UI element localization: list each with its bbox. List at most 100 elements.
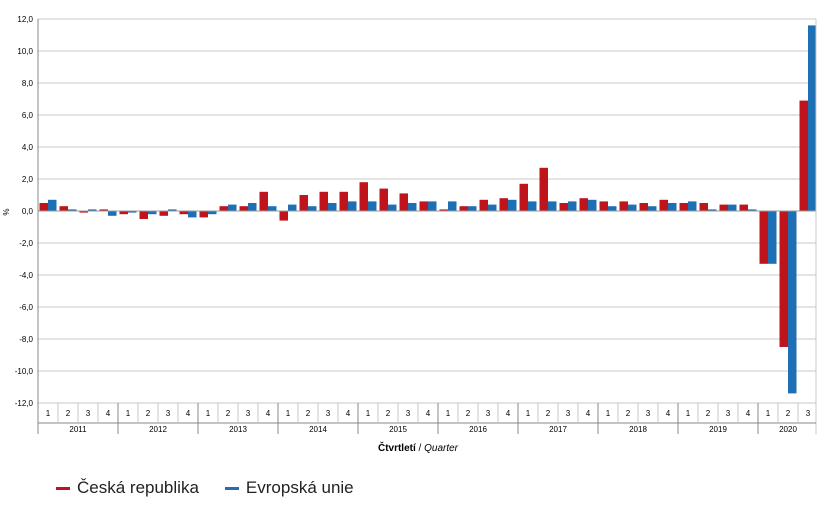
bar-eu — [88, 209, 97, 211]
y-axis-label: % — [2, 208, 11, 215]
y-tick-label: 0,0 — [22, 207, 34, 216]
bar-cz — [579, 198, 588, 211]
bar-eu — [328, 203, 337, 211]
bar-eu — [788, 211, 797, 394]
x-tick-label: 3 — [246, 409, 251, 418]
bar-cz — [679, 203, 688, 211]
bar-eu — [308, 206, 317, 211]
bar-cz — [419, 201, 428, 211]
x-tick-label: 2 — [466, 409, 471, 418]
x-tick-label: 1 — [126, 409, 131, 418]
y-tick-label: 12,0 — [17, 15, 33, 24]
x-tick-label: 2 — [226, 409, 231, 418]
bar-cz — [59, 206, 68, 211]
bar-eu — [608, 206, 617, 211]
bar-cz — [659, 199, 668, 211]
bar-eu — [68, 209, 77, 211]
bar-eu — [228, 204, 237, 211]
x-axis-label-en: Quarter — [424, 443, 459, 454]
x-tick-label: 1 — [526, 409, 531, 418]
year-label: 2014 — [309, 425, 327, 434]
bar-eu — [688, 201, 697, 211]
bar-cz — [379, 188, 388, 211]
y-tick-label: -10,0 — [15, 367, 34, 376]
bar-cz — [159, 211, 168, 216]
year-label: 2012 — [149, 425, 167, 434]
x-tick-label: 2 — [306, 409, 311, 418]
bar-eu — [568, 201, 577, 211]
bar-eu — [128, 211, 137, 213]
x-tick-label: 2 — [66, 409, 71, 418]
x-tick-label: 3 — [86, 409, 91, 418]
x-tick-label: 1 — [446, 409, 451, 418]
x-tick-label: 2 — [626, 409, 631, 418]
bar-cz — [599, 201, 608, 211]
bar-eu — [108, 211, 117, 216]
bar-cz — [359, 182, 368, 211]
bar-eu — [508, 199, 517, 211]
legend: Česká republika Evropská unie — [56, 478, 354, 498]
bar-eu — [168, 209, 177, 211]
bar-cz — [459, 206, 468, 211]
bar-eu — [808, 25, 817, 212]
legend-swatch-eu — [224, 486, 239, 490]
x-tick-label: 4 — [106, 409, 111, 418]
bar-cz — [719, 204, 728, 211]
bar-eu — [768, 211, 777, 264]
legend-swatch-cz — [56, 486, 70, 490]
bar-eu — [628, 204, 637, 211]
year-label: 2013 — [229, 425, 247, 434]
x-tick-label: 1 — [206, 409, 211, 418]
bar-cz — [499, 198, 508, 211]
x-tick-label: 3 — [726, 409, 731, 418]
bar-eu — [668, 203, 677, 211]
bar-cz — [279, 211, 288, 221]
bar-eu — [448, 201, 457, 211]
bar-cz — [559, 203, 568, 211]
bar-cz — [219, 206, 228, 211]
bar-cz — [799, 100, 808, 211]
bar-cz — [79, 211, 88, 213]
bar-cz — [99, 209, 108, 211]
chart: -12,0 -10,0 -8,0 -6,0 -4,0 -2,0 0,0 2,0 4,0 6,0 8,… — [2, 15, 817, 454]
x-tick-label: 1 — [46, 409, 51, 418]
bar-eu — [728, 204, 737, 211]
x-tick-label: 4 — [586, 409, 591, 418]
x-tick-label: 2 — [546, 409, 551, 418]
x-tick-label: 3 — [566, 409, 571, 418]
legend-item-cz: Česká republika — [56, 478, 199, 498]
bar-eu — [588, 199, 597, 211]
bar-eu — [528, 201, 537, 211]
bar-cz — [779, 211, 788, 347]
bar-eu — [288, 204, 297, 211]
x-axis-label-sep: / — [416, 443, 424, 454]
axes: -12,0 -10,0 -8,0 -6,0 -4,0 -2,0 0,0 2,0 4,0 6,0 8,… — [15, 15, 817, 434]
bar-cz — [119, 211, 128, 215]
bar-cz — [619, 201, 628, 211]
bar-cz — [239, 206, 248, 211]
x-tick-label: 4 — [186, 409, 191, 418]
y-tick-label: -2,0 — [19, 239, 33, 248]
x-tick-label: 1 — [286, 409, 291, 418]
x-tick-label: 3 — [806, 409, 811, 418]
bar-eu — [148, 211, 157, 215]
x-tick-label: 2 — [706, 409, 711, 418]
y-tick-label: 4,0 — [22, 143, 34, 152]
x-tick-label: 4 — [506, 409, 511, 418]
x-tick-label: 1 — [606, 409, 611, 418]
bar-cz — [259, 191, 268, 211]
bar-eu — [428, 201, 437, 211]
y-tick-label: 10,0 — [17, 47, 33, 56]
bar-cz — [699, 203, 708, 211]
x-tick-label: 3 — [326, 409, 331, 418]
bar-cz — [299, 195, 308, 211]
bar-cz — [339, 191, 348, 211]
year-label: 2017 — [549, 425, 567, 434]
bar-eu — [388, 204, 397, 211]
y-tick-label: 2,0 — [22, 175, 34, 184]
bar-cz — [739, 204, 748, 211]
bar-cz — [639, 203, 648, 211]
bar-eu — [748, 209, 757, 211]
y-tick-label: -4,0 — [19, 271, 33, 280]
bar-cz — [179, 211, 188, 215]
